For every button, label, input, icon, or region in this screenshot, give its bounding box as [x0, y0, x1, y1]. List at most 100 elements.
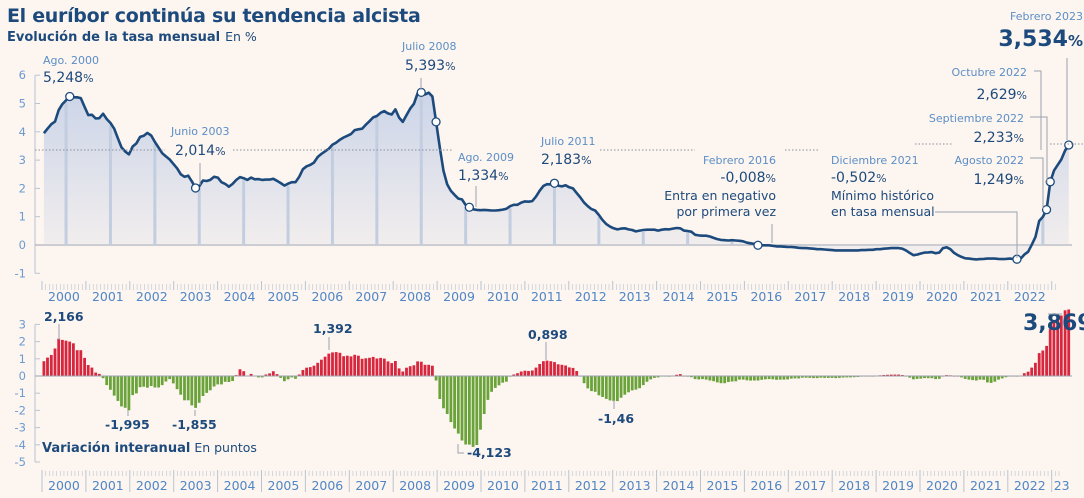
x-tick-label: 2016: [750, 289, 782, 304]
positive-bar: [575, 371, 579, 376]
negative-bar: [619, 376, 623, 398]
positive-bar: [46, 357, 49, 376]
negative-bar: [741, 376, 745, 380]
positive-bar: [886, 374, 889, 376]
bottom-axes: 3 2 1 0 -1 -2 -3 -4 -5 2000 2001 2002 2003 2004 2005 20…: [15, 317, 1070, 493]
positive-bar: [560, 364, 564, 376]
positive-bar: [519, 371, 523, 376]
positive-bar: [323, 356, 327, 376]
x-tick-label: 2011: [531, 478, 563, 493]
positive-bar: [368, 357, 371, 376]
positive-bar: [238, 369, 242, 376]
y-tick-label: 1: [19, 210, 26, 224]
y-tick-label: 0: [19, 369, 26, 383]
negative-bar: [908, 376, 912, 378]
negative-bar: [604, 376, 608, 399]
x-tick-label: 2013: [619, 289, 651, 304]
positive-bar: [516, 373, 519, 376]
positive-bar: [90, 367, 94, 376]
x-tick-label: 2019: [882, 289, 914, 304]
x-tick-label: 2003: [180, 478, 212, 493]
chart-title: El euríbor continúa su tendencia alcista: [7, 5, 420, 27]
y-tick-label: 4: [19, 125, 26, 139]
reference-dotted-line: [35, 143, 1084, 151]
y-tick-label: 5: [19, 97, 26, 111]
highlight-point: [431, 117, 441, 127]
x-tick-label: 2022: [1014, 289, 1046, 304]
negative-bar: [186, 376, 190, 401]
negative-bar: [597, 376, 601, 396]
negative-bar: [923, 376, 926, 379]
positive-bar: [1037, 353, 1041, 376]
x-tick-label: 2020: [926, 289, 958, 304]
positive-bar: [357, 355, 360, 376]
negative-bar: [819, 376, 823, 378]
negative-bar: [808, 376, 812, 378]
positive-bar: [394, 361, 397, 376]
highlight-point: [190, 183, 201, 193]
negative-bar: [693, 376, 697, 380]
x-tick-label: 2014: [663, 289, 695, 304]
negative-bar: [290, 376, 294, 378]
annotation-diciembre-2021: Diciembre 2021 -0,502% Mínimo histórico …: [831, 154, 935, 219]
negative-bar: [838, 376, 841, 378]
negative-bar: [719, 376, 723, 384]
positive-bar: [371, 356, 375, 376]
annotation-note: Entra en negativo: [664, 188, 776, 203]
negative-bar: [745, 376, 749, 381]
negative-bar: [815, 376, 819, 379]
negative-bar: [830, 376, 834, 378]
annotation-octubre-2022: Octubre 2022 2,629%: [951, 66, 1027, 103]
negative-bar: [227, 376, 231, 382]
positive-bar: [567, 367, 571, 376]
positive-bar: [889, 374, 893, 376]
negative-bar: [930, 376, 934, 379]
x-tick-label: 2018: [838, 289, 870, 304]
negative-bar: [852, 376, 856, 378]
chart-subtitle: Evolución de la tasa mensual En %: [7, 29, 257, 45]
y-tick-label: -4: [15, 438, 26, 452]
positive-bar: [675, 374, 678, 376]
x-tick-label: 2004: [224, 478, 256, 493]
negative-bar: [179, 376, 183, 395]
positive-bar: [338, 352, 342, 376]
annotation-value: 2,014%: [175, 143, 226, 159]
negative-bar: [442, 376, 445, 409]
negative-bar: [153, 376, 157, 388]
annotation-date: Julio 2008: [401, 40, 457, 53]
y-tick-label: 6: [19, 68, 26, 82]
x-tick-label: 2009: [443, 289, 475, 304]
positive-bar: [523, 370, 527, 376]
positive-bar: [364, 358, 368, 376]
negative-bar: [601, 376, 604, 397]
negative-bar: [608, 376, 612, 401]
bar-label: -1,855: [172, 417, 217, 432]
negative-bar: [738, 376, 741, 380]
positive-bar: [64, 340, 68, 376]
negative-bar: [175, 376, 179, 390]
positive-bar: [893, 374, 897, 376]
negative-bar: [123, 376, 127, 408]
annotation-value: 1,249%: [973, 172, 1024, 188]
annotation-date: Diciembre 2021: [831, 154, 919, 167]
positive-bar: [79, 350, 83, 376]
x-tick-label: 2010: [487, 478, 519, 493]
negative-bar: [168, 376, 172, 380]
annotation-ago-2009: Ago. 2009 1,334%: [458, 151, 514, 184]
negative-bar: [109, 376, 112, 390]
negative-bar: [978, 376, 982, 380]
positive-bar: [342, 356, 345, 376]
negative-bar: [638, 376, 641, 389]
positive-bar: [1048, 329, 1052, 376]
annotation-febrero-2016: Febrero 2016 -0,008% Entra en negativo p…: [664, 154, 776, 219]
x-tick-label: 2001: [92, 289, 124, 304]
annotation-date: Junio 2003: [170, 125, 229, 138]
x-tick-label: 2013: [619, 478, 651, 493]
negative-bar: [505, 376, 508, 382]
positive-bar: [375, 358, 379, 376]
negative-bar: [708, 376, 712, 381]
negative-bar: [752, 376, 756, 381]
negative-bar: [612, 376, 616, 401]
positive-bar: [268, 373, 271, 376]
